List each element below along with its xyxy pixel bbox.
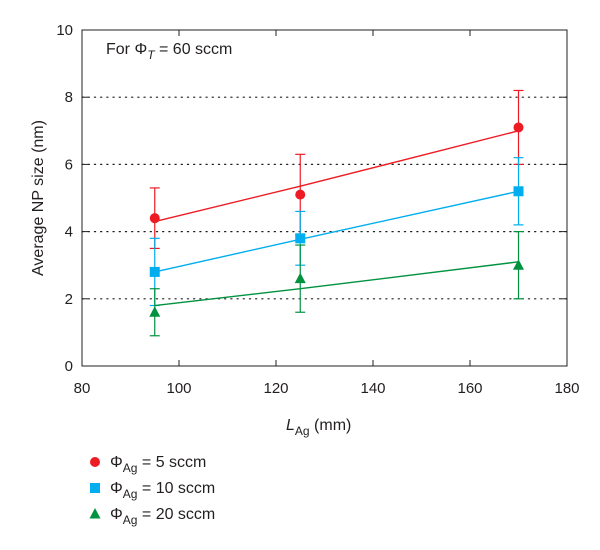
legend-marker	[90, 457, 100, 467]
legend-marker	[89, 508, 101, 519]
x-axis-title-main: L	[286, 417, 295, 434]
y-axis-title: Average NP size (nm)	[30, 120, 47, 276]
gridlines	[81, 96, 568, 300]
data-point	[149, 266, 160, 277]
y-tick-label: 0	[65, 358, 73, 375]
y-tick-label: 2	[65, 291, 73, 308]
data-point	[513, 186, 524, 197]
annotation-subscript: T	[147, 48, 156, 62]
data-point	[513, 259, 524, 270]
series-3	[149, 231, 524, 337]
legend-item-1: ΦAg = 5 sccm	[90, 454, 206, 475]
series-layer	[149, 89, 524, 337]
plot-frame	[81, 29, 568, 367]
series-2	[149, 157, 524, 307]
data-point	[294, 272, 306, 284]
legend-label-subscript: Ag	[123, 461, 138, 475]
data-point	[295, 233, 306, 244]
annotation-text: For ΦT = 60 sccm	[106, 41, 232, 62]
annotation-prefix: For	[106, 41, 134, 58]
y-tick-label: 6	[65, 156, 73, 173]
legend-item-2: ΦAg = 10 sccm	[90, 480, 215, 501]
data-point	[149, 213, 160, 224]
y-tick-label: 8	[65, 89, 73, 106]
legend-label: ΦAg = 20 sccm	[110, 506, 215, 527]
legend-label-suffix: = 10 sccm	[137, 480, 215, 497]
x-tick-label: 180	[554, 380, 579, 397]
series-1	[149, 89, 524, 249]
x-tick-label: 80	[74, 380, 91, 397]
legend-label-symbol: Φ	[110, 454, 123, 471]
legend-label-suffix: = 5 sccm	[137, 454, 206, 471]
legend-marker	[90, 483, 100, 493]
x-tick-label: 100	[166, 380, 191, 397]
legend-label-symbol: Φ	[110, 480, 123, 497]
series-2-fit-line	[154, 190, 519, 273]
y-tick-label: 4	[65, 224, 73, 241]
legend-item-3: ΦAg = 20 sccm	[89, 506, 215, 527]
y-tick-label: 10	[56, 22, 73, 39]
legend-label-subscript: Ag	[123, 513, 138, 527]
legend-label: ΦAg = 5 sccm	[110, 454, 206, 475]
x-axis-title: LAg (mm)	[286, 417, 351, 438]
data-point	[513, 122, 524, 133]
data-point	[295, 189, 306, 200]
x-axis-title-subscript: Ag	[295, 424, 310, 438]
legend-label-subscript: Ag	[123, 487, 138, 501]
legend-label-symbol: Φ	[110, 506, 123, 523]
series-1-fit-line	[154, 130, 519, 223]
x-axis-title-unit: (mm)	[310, 417, 352, 434]
x-tick-label: 160	[457, 380, 482, 397]
data-point	[149, 306, 161, 317]
x-tick-label: 140	[360, 380, 385, 397]
legend-label-suffix: = 20 sccm	[137, 506, 215, 523]
x-tick-label: 120	[263, 380, 288, 397]
annotation-suffix: = 60 sccm	[155, 41, 233, 58]
axis-ticks: 80 100 120 140 160 180 0 2 4 6 8 10	[56, 22, 579, 397]
annotation-symbol: Φ	[134, 41, 147, 58]
legend-label: ΦAg = 10 sccm	[110, 480, 215, 501]
